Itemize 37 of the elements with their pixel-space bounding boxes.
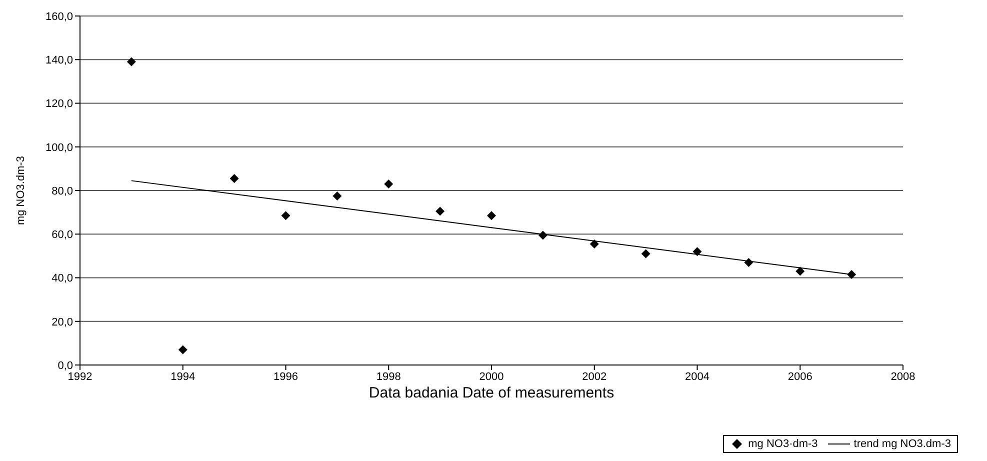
point — [281, 211, 290, 220]
x-axis-title: Data badania Date of measurements — [368, 384, 614, 402]
point — [332, 191, 342, 200]
point — [744, 258, 754, 267]
x-tick-label: 1996 — [274, 370, 298, 383]
x-tick-label: 1992 — [68, 370, 92, 383]
point — [692, 247, 702, 256]
x-tick-label: 2000 — [479, 370, 504, 383]
x-tick-label: 1998 — [376, 370, 401, 383]
point — [436, 206, 445, 216]
point — [590, 239, 599, 248]
x-tick-label: 2006 — [788, 370, 812, 383]
y-tick-label: 40,0 — [52, 272, 73, 285]
point — [641, 249, 650, 258]
y-axis-title: mg NO3.dm-3 — [14, 156, 27, 226]
y-tick-label: 120,0 — [45, 98, 73, 110]
y-tick-label: 20,0 — [52, 316, 73, 328]
point — [384, 179, 394, 188]
y-tick-label: 140,0 — [45, 54, 73, 67]
legend-label: trend mg NO3.dm-3 — [854, 438, 951, 450]
legend-label: mg NO3·dm-3 — [748, 438, 818, 450]
point — [230, 174, 239, 184]
point — [178, 345, 188, 354]
x-tick-label: 2002 — [582, 370, 607, 383]
point — [538, 230, 548, 240]
y-tick-label: 80,0 — [52, 185, 73, 198]
y-tick-label: 160,0 — [45, 10, 73, 23]
x-tick-label: 1994 — [170, 370, 196, 383]
point — [126, 57, 136, 66]
point — [847, 270, 856, 279]
x-tick-label: 2004 — [685, 370, 710, 383]
point — [487, 211, 496, 220]
y-tick-label: 60,0 — [52, 229, 73, 242]
point — [796, 266, 805, 276]
y-tick-label: 0,0 — [58, 360, 73, 372]
y-tick-label: 100,0 — [45, 142, 73, 154]
x-tick-label: 2008 — [890, 370, 916, 383]
